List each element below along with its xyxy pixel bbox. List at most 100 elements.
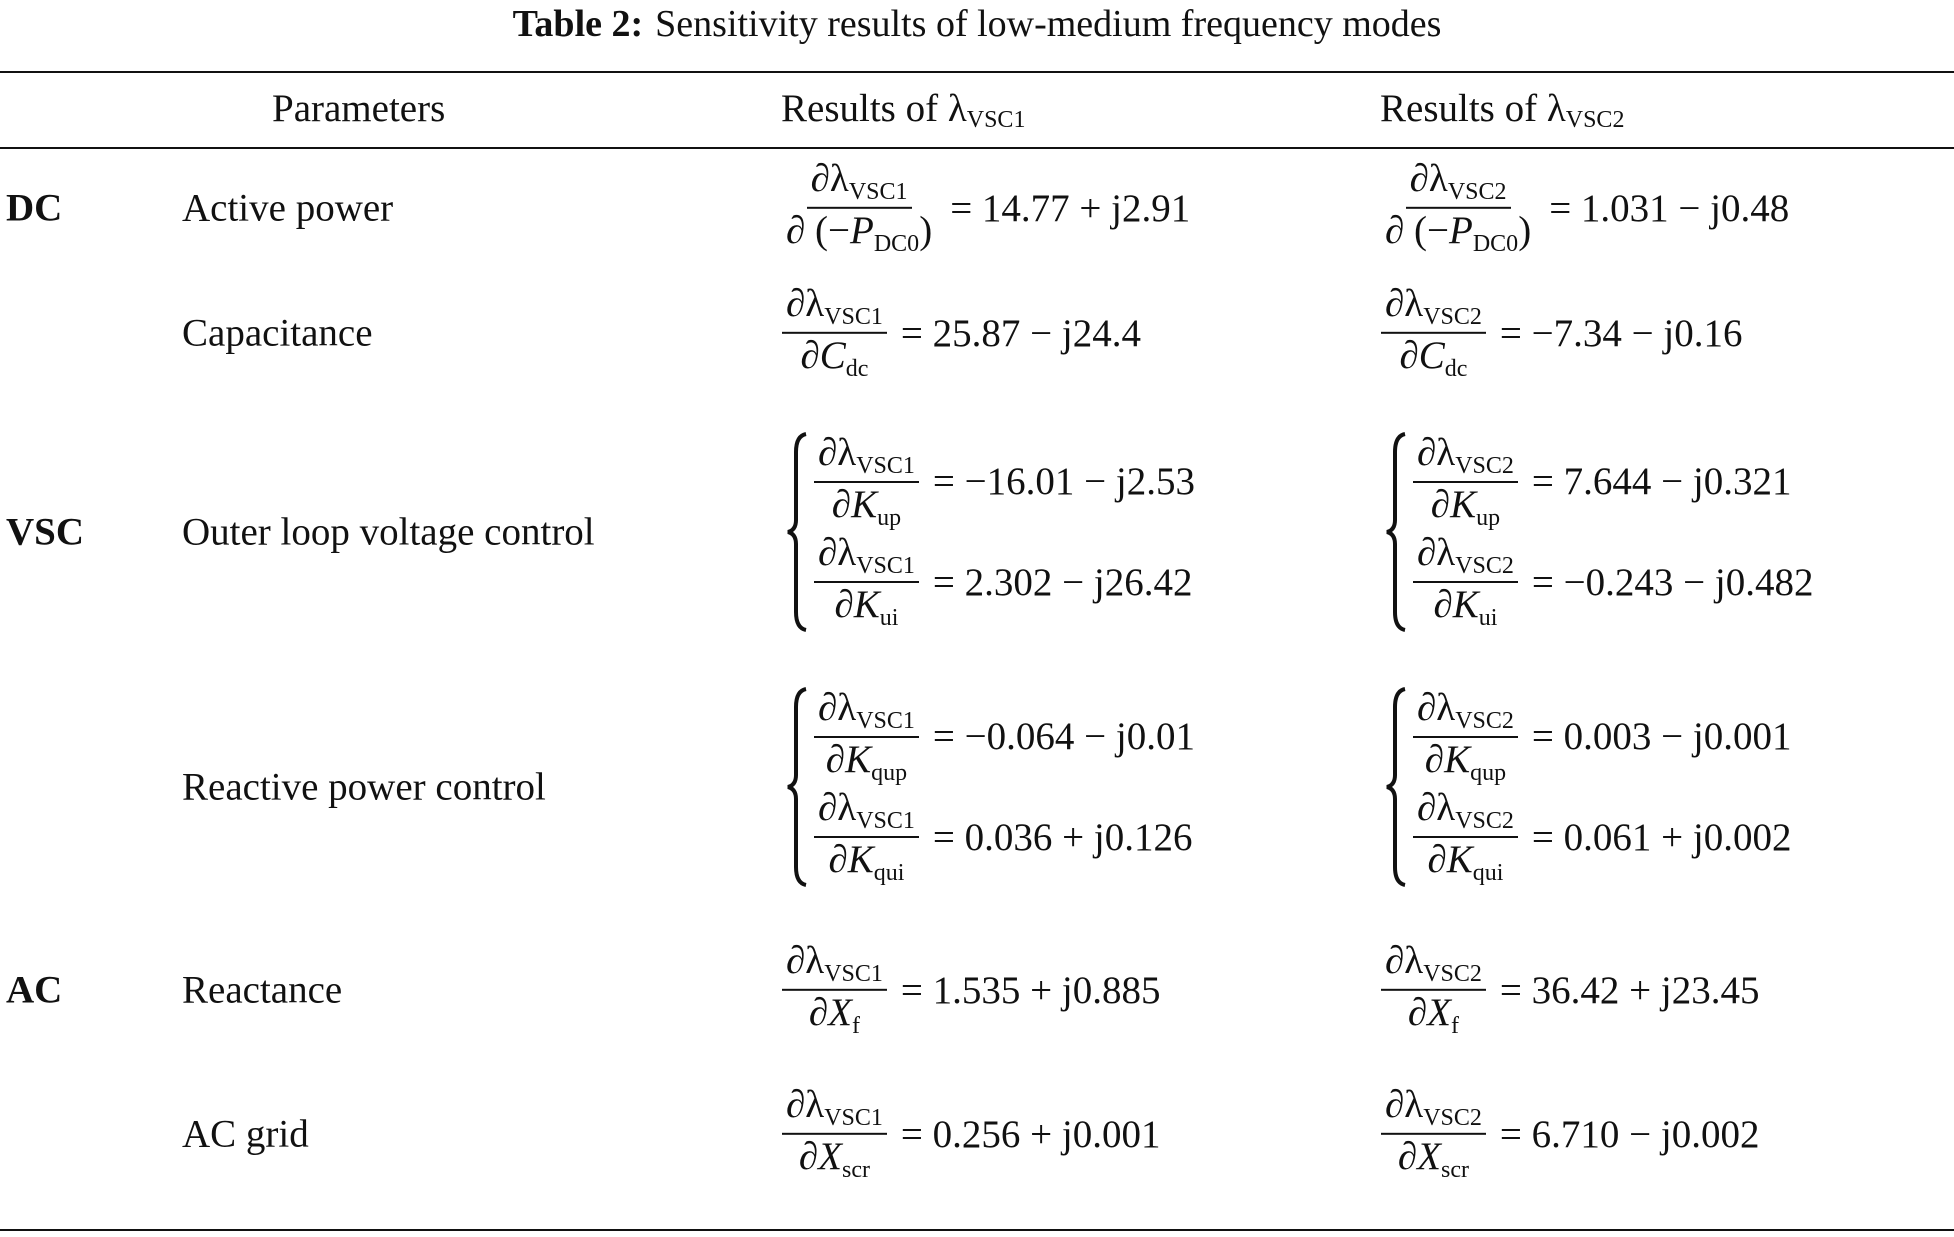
- denominator: ∂Kqui: [1423, 838, 1507, 886]
- header-text: Results of λ: [1380, 87, 1566, 130]
- denominator-variable: X: [828, 991, 852, 1034]
- sensitivity-formula: ∂λVSC1 ∂Kup = −16.01 − j2.53: [814, 430, 1195, 531]
- fraction: ∂λVSC2 ∂Kqup: [1413, 685, 1518, 786]
- header-sub: VSC2: [1565, 107, 1625, 133]
- sensitivity-formula: ∂λVSC2 ∂Kqup = 0.003 − j0.001: [1413, 685, 1792, 786]
- numerator-subscript: VSC2: [1447, 178, 1507, 205]
- denominator: ∂Xscr: [1394, 1135, 1473, 1183]
- fraction: ∂λVSC2 ∂ (−PDC0): [1381, 158, 1535, 257]
- numerator-subscript: VSC1: [856, 707, 915, 734]
- denominator-variable: K: [1444, 737, 1471, 781]
- denominator: ∂Cdc: [1395, 334, 1471, 382]
- equation-system-rows: ∂λVSC2 ∂Kup = 7.644 − j0.321 ∂λVSC2 ∂Kui = −0…: [1413, 432, 1814, 632]
- numerator-symbol: ∂λ: [786, 938, 825, 982]
- numerator-symbol: ∂λ: [1385, 281, 1424, 325]
- numerator: ∂λVSC1: [782, 938, 887, 991]
- numerator-symbol: ∂λ: [818, 786, 857, 829]
- sensitivity-formula: ∂λVSC2 ∂Xf = 36.42 + j23.45: [1381, 940, 1760, 1039]
- numerator-symbol: ∂λ: [1417, 786, 1456, 829]
- row-parameter: Active power: [182, 186, 394, 230]
- denominator-open: ∂: [800, 334, 820, 377]
- sensitivity-formula: ∂λVSC2 ∂Xscr = 6.710 − j0.002: [1381, 1084, 1760, 1183]
- sensitivity-formula: ∂λVSC1 ∂Kqup = −0.064 − j0.01: [814, 687, 1195, 786]
- formula-value: = 36.42 + j23.45: [1499, 968, 1760, 1012]
- header-results-vsc2: Results of λVSC2: [1380, 86, 1624, 134]
- numerator: ∂λVSC1: [782, 1082, 887, 1135]
- formula-value: = −0.243 − j0.482: [1531, 560, 1814, 604]
- left-brace-icon: [787, 687, 807, 887]
- fraction: ∂λVSC1 ∂Xf: [782, 938, 887, 1039]
- fraction: ∂λVSC1 ∂Cdc: [782, 283, 887, 382]
- sensitivity-formula: ∂λVSC2 ∂Cdc = −7.34 − j0.16: [1381, 281, 1742, 382]
- sensitivity-formula: ∂λVSC2 ∂Kui = −0.243 − j0.482: [1413, 532, 1814, 631]
- fraction: ∂λVSC1 ∂Kup: [814, 430, 919, 531]
- numerator-subscript: VSC2: [1455, 452, 1514, 479]
- sensitivity-formula: ∂λVSC1 ∂Kqui = 0.036 + j0.126: [814, 786, 1195, 886]
- numerator: ∂λVSC2: [1405, 158, 1511, 209]
- numerator-subscript: VSC1: [824, 960, 883, 987]
- numerator: ∂λVSC1: [814, 687, 919, 738]
- formula-value: = 25.87 − j24.4: [900, 311, 1141, 355]
- denominator-variable: C: [1418, 334, 1445, 377]
- denominator: ∂Xscr: [795, 1135, 874, 1183]
- denominator-subscript: qup: [871, 759, 908, 786]
- denominator-open: ∂: [1430, 482, 1451, 526]
- sensitivity-formula: ∂λVSC1 ∂Kui = 2.302 − j26.42: [814, 532, 1195, 632]
- row-parameter: Reactance: [182, 968, 343, 1012]
- fraction: ∂λVSC2 ∂Kui: [1413, 532, 1518, 631]
- denominator-subscript: ui: [879, 605, 899, 632]
- formula-value: = −16.01 − j2.53: [932, 460, 1195, 504]
- denominator-variable: X: [818, 1135, 842, 1178]
- formula-value: = 14.77 + j2.91: [950, 186, 1191, 230]
- numerator-subscript: VSC1: [848, 178, 908, 205]
- numerator-subscript: VSC1: [856, 452, 915, 479]
- denominator-open: ∂: [831, 482, 852, 526]
- denominator-subscript: scr: [842, 1157, 870, 1183]
- denominator-subscript: scr: [1441, 1157, 1469, 1183]
- row-parameter: AC grid: [182, 1112, 309, 1156]
- denominator: ∂Kup: [1427, 483, 1504, 531]
- denominator-subscript: up: [877, 504, 902, 531]
- numerator-subscript: VSC2: [1455, 808, 1514, 834]
- fraction: ∂λVSC1 ∂ (−PDC0): [782, 158, 936, 257]
- fraction: ∂λVSC2 ∂Xscr: [1381, 1084, 1486, 1183]
- denominator-variable: X: [1427, 991, 1451, 1034]
- fraction: ∂λVSC2 ∂Kqui: [1413, 786, 1518, 886]
- numerator-subscript: VSC2: [1455, 707, 1514, 734]
- formula-value: = 0.003 − j0.001: [1531, 715, 1792, 759]
- denominator: ∂ (−PDC0): [1381, 209, 1535, 257]
- equation-system: ∂λVSC2 ∂Kup = 7.644 − j0.321 ∂λVSC2 ∂Kui = −0…: [1385, 432, 1813, 632]
- denominator-variable: K: [851, 482, 878, 526]
- fraction: ∂λVSC1 ∂Kqup: [814, 687, 919, 786]
- formula-value: = 1.535 + j0.885: [900, 968, 1161, 1012]
- denominator-open: ∂: [828, 838, 848, 882]
- sensitivity-formula: ∂λVSC1 ∂Xf = 1.535 + j0.885: [782, 938, 1161, 1039]
- formula-value: = 0.061 + j0.002: [1531, 815, 1792, 859]
- denominator-close: ): [1518, 209, 1532, 252]
- row-parameter: Capacitance: [182, 311, 373, 355]
- formula-value: = −0.064 − j0.01: [932, 715, 1195, 759]
- denominator: ∂ (−PDC0): [782, 209, 936, 257]
- header-results-vsc1: Results of λVSC1: [781, 86, 1025, 134]
- denominator-open: ∂: [808, 991, 829, 1034]
- denominator: ∂Kui: [1429, 583, 1501, 631]
- denominator-subscript: ui: [1478, 605, 1498, 632]
- fraction: ∂λVSC1 ∂Xscr: [782, 1082, 887, 1183]
- denominator-open: ∂: [834, 583, 854, 627]
- numerator-subscript: VSC2: [1423, 303, 1482, 330]
- denominator-subscript: up: [1476, 504, 1501, 531]
- numerator-subscript: VSC2: [1423, 1104, 1482, 1131]
- sensitivity-formula: ∂λVSC1 ∂Cdc = 25.87 − j24.4: [782, 283, 1141, 382]
- denominator-subscript: dc: [1444, 356, 1468, 382]
- denominator-open: ∂: [1433, 583, 1453, 627]
- denominator: ∂Kqup: [1421, 738, 1510, 786]
- formula-value: = 6.710 − j0.002: [1499, 1112, 1760, 1156]
- formula-value: = 0.036 + j0.126: [932, 815, 1193, 859]
- numerator-symbol: ∂λ: [786, 1082, 825, 1126]
- denominator-variable: K: [845, 737, 872, 781]
- numerator-symbol: ∂λ: [818, 430, 857, 474]
- numerator: ∂λVSC2: [1413, 432, 1518, 483]
- numerator-symbol: ∂λ: [1417, 685, 1456, 729]
- table-caption: Table 2: Sensitivity results of low-mediu…: [0, 2, 1954, 46]
- table-label: Table 2:: [512, 3, 644, 45]
